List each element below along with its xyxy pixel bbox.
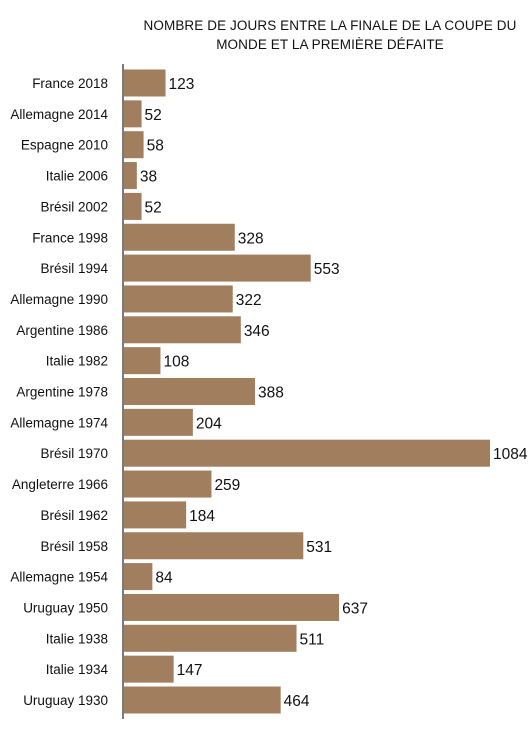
value-label: 464 bbox=[284, 693, 310, 710]
category-label: France 2018 bbox=[32, 76, 108, 91]
value-label: 184 bbox=[189, 508, 215, 525]
category-label: Brésil 1958 bbox=[40, 539, 108, 554]
bar bbox=[124, 316, 241, 344]
category-label: Allemagne 2014 bbox=[10, 107, 108, 122]
value-label: 328 bbox=[238, 230, 264, 247]
chart-title-line-1: NOMBRE DE JOURS ENTRE LA FINALE DE LA CO… bbox=[143, 18, 517, 33]
category-label: Uruguay 1930 bbox=[23, 693, 108, 708]
bars-layer bbox=[124, 69, 490, 714]
category-label: France 1998 bbox=[32, 230, 108, 245]
bar bbox=[124, 593, 340, 621]
category-label: Argentine 1978 bbox=[16, 385, 108, 400]
category-label: Brésil 1962 bbox=[40, 508, 108, 523]
value-label: 52 bbox=[145, 107, 162, 124]
value-label: 52 bbox=[145, 199, 162, 216]
category-label: Allemagne 1990 bbox=[10, 292, 108, 307]
value-label: 147 bbox=[177, 662, 203, 679]
bar bbox=[124, 501, 187, 529]
value-label: 322 bbox=[236, 292, 262, 309]
chart-title-line-2: MONDE ET LA PREMIÈRE DÉFAITE bbox=[216, 37, 444, 52]
value-label: 388 bbox=[258, 385, 284, 402]
category-label: Uruguay 1950 bbox=[23, 600, 108, 615]
value-label: 1084 bbox=[493, 446, 528, 463]
value-label: 259 bbox=[214, 477, 240, 494]
bar bbox=[124, 624, 297, 652]
value-label: 204 bbox=[196, 415, 222, 432]
value-label: 553 bbox=[314, 261, 340, 278]
labels-layer: France 2018 123 Allemagne 2014 52 Espagne 20… bbox=[10, 76, 527, 710]
category-label: Angleterre 1966 bbox=[12, 477, 108, 492]
category-label: Allemagne 1954 bbox=[10, 570, 108, 585]
bar bbox=[124, 100, 142, 128]
value-label: 531 bbox=[306, 539, 332, 556]
category-label: Italie 1938 bbox=[46, 631, 108, 646]
value-label: 637 bbox=[342, 600, 368, 617]
bar bbox=[124, 439, 490, 467]
bar bbox=[124, 131, 144, 159]
bar bbox=[124, 655, 174, 683]
value-label: 346 bbox=[244, 323, 270, 340]
value-label: 38 bbox=[140, 169, 157, 186]
bar bbox=[124, 378, 255, 405]
value-label: 84 bbox=[155, 570, 173, 587]
bar bbox=[124, 285, 233, 313]
bar bbox=[124, 192, 142, 220]
bar bbox=[124, 223, 235, 251]
bar bbox=[124, 162, 137, 190]
chart-title: NOMBRE DE JOURS ENTRE LA FINALE DE LA CO… bbox=[130, 16, 530, 54]
bar bbox=[124, 408, 193, 436]
bar bbox=[124, 69, 166, 97]
value-label: 123 bbox=[169, 76, 195, 93]
bar bbox=[124, 563, 153, 591]
category-label: Brésil 1994 bbox=[40, 261, 108, 276]
value-label: 511 bbox=[300, 631, 325, 648]
value-label: 58 bbox=[147, 138, 164, 155]
value-label: 108 bbox=[163, 354, 189, 371]
bar bbox=[124, 532, 304, 560]
category-label: Italie 1982 bbox=[46, 354, 108, 369]
bar bbox=[124, 347, 161, 375]
category-label: Argentine 1986 bbox=[16, 323, 108, 338]
bar bbox=[124, 686, 281, 714]
category-label: Espagne 2010 bbox=[21, 138, 108, 153]
category-label: Italie 1934 bbox=[46, 662, 109, 677]
category-label: Brésil 2002 bbox=[40, 199, 108, 214]
bar bbox=[124, 470, 212, 498]
category-label: Brésil 1970 bbox=[40, 446, 108, 461]
bar bbox=[124, 254, 311, 282]
category-label: Italie 2006 bbox=[46, 169, 108, 184]
category-label: Allemagne 1974 bbox=[10, 415, 108, 430]
